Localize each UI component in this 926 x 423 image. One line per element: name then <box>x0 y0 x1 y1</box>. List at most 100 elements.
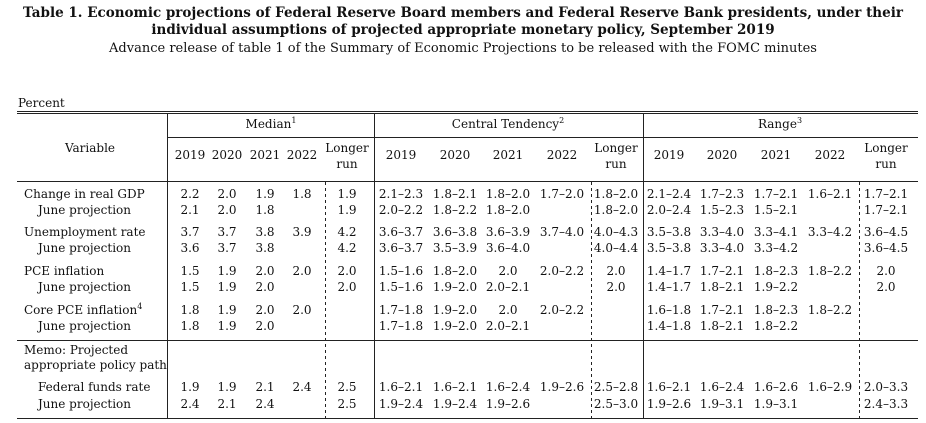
central-tendency-value: 2.5–3.0 <box>593 397 639 411</box>
median-value: 3.7 <box>217 225 237 239</box>
year-header: 2021 <box>760 148 792 162</box>
row-label: June projection <box>38 203 131 217</box>
row-label: Federal funds rate <box>38 380 150 394</box>
median-value: 1.9 <box>337 203 357 217</box>
range-value: 2.0–3.3 <box>863 380 909 394</box>
table-title-line-1: Table 1. Economic projections of Federal… <box>23 5 903 21</box>
median-value: 1.8 <box>180 303 200 317</box>
range-value: 3.3–4.2 <box>753 241 799 255</box>
column-group-label: Median <box>245 117 292 131</box>
central-tendency-value: 1.9–2.0 <box>432 319 478 333</box>
median-value: 2.4 <box>255 397 275 411</box>
footnote-marker: 1 <box>291 116 297 125</box>
range-value: 1.7–2.1 <box>699 264 745 278</box>
range-value: 1.5–2.3 <box>699 203 745 217</box>
central-tendency-value: 1.6–2.1 <box>432 380 478 394</box>
row-label-text: June projection <box>38 203 131 217</box>
median-value: 3.6 <box>180 241 200 255</box>
range-value: 2.0 <box>876 280 896 294</box>
range-value: 3.3–4.0 <box>699 241 745 255</box>
year-header: 2022 <box>546 148 578 162</box>
range-value: 3.6–4.5 <box>863 225 909 239</box>
central-tendency-value: 1.8–2.0 <box>485 203 531 217</box>
range-value: 1.8–2.3 <box>753 303 799 317</box>
median-value: 2.0 <box>217 203 237 217</box>
longer-run-header: run <box>336 157 358 171</box>
row-label-text: Change in real GDP <box>24 187 145 201</box>
range-value: 1.6–2.4 <box>699 380 745 394</box>
row-label-text: Federal funds rate <box>38 380 151 394</box>
median-value: 1.5 <box>180 280 200 294</box>
longer-run-header: Longer <box>594 141 638 155</box>
median-value: 1.9 <box>217 303 237 317</box>
row-label: PCE inflation <box>24 264 104 278</box>
range-value: 1.9–2.2 <box>753 280 799 294</box>
range-value: 1.9–2.6 <box>646 397 692 411</box>
median-value: 1.8 <box>180 319 200 333</box>
row-label-text: June projection <box>38 397 131 411</box>
median-value: 2.1 <box>180 203 200 217</box>
range-value: 1.8–2.2 <box>753 319 799 333</box>
year-header: 2022 <box>814 148 846 162</box>
range-value: 1.4–1.7 <box>646 264 692 278</box>
median-value: 2.0 <box>337 280 357 294</box>
central-tendency-value: 3.6–4.0 <box>485 241 531 255</box>
central-tendency-value: 1.6–2.4 <box>485 380 531 394</box>
median-value: 1.9 <box>255 187 275 201</box>
longer-run-header: run <box>875 157 897 171</box>
central-tendency-value: 3.6–3.7 <box>378 241 424 255</box>
range-value: 3.3–4.1 <box>753 225 799 239</box>
row-label: June projection <box>38 397 131 411</box>
median-value: 3.8 <box>255 241 275 255</box>
median-value: 3.8 <box>255 225 275 239</box>
median-value: 2.0 <box>292 303 312 317</box>
central-tendency-value: 3.7–4.0 <box>539 225 585 239</box>
row-label: June projection <box>38 319 131 333</box>
range-value: 2.0–2.4 <box>646 203 692 217</box>
median-value: 3.7 <box>180 225 200 239</box>
range-value: 2.0 <box>876 264 896 278</box>
median-value: 4.2 <box>337 225 357 239</box>
median-value: 1.9 <box>180 380 200 394</box>
range-value: 1.5–2.1 <box>753 203 799 217</box>
row-label-text: June projection <box>38 319 131 333</box>
central-tendency-value: 1.9–2.0 <box>432 303 478 317</box>
year-header: 2019 <box>174 148 206 162</box>
central-tendency-value: 3.6–3.8 <box>432 225 478 239</box>
central-tendency-value: 2.0–2.1 <box>485 319 531 333</box>
median-value: 4.2 <box>337 241 357 255</box>
unit-label: Percent <box>18 96 65 110</box>
median-value: 2.0 <box>255 280 275 294</box>
central-tendency-value: 2.0 <box>498 264 518 278</box>
range-value: 1.8–2.3 <box>753 264 799 278</box>
central-tendency-value: 1.8–2.2 <box>432 203 478 217</box>
range-value: 2.4–3.3 <box>863 397 909 411</box>
row-label-text: June projection <box>38 280 131 294</box>
row-label: Change in real GDP <box>24 187 145 201</box>
range-value: 3.5–3.8 <box>646 241 692 255</box>
row-label-text: Unemployment rate <box>24 225 146 239</box>
column-group-header: Central Tendency2 <box>428 117 588 132</box>
median-value: 2.4 <box>292 380 312 394</box>
range-value: 1.7–2.1 <box>863 187 909 201</box>
year-header: 2019 <box>653 148 685 162</box>
median-value: 2.2 <box>180 187 200 201</box>
row-label: Unemployment rate <box>24 225 146 239</box>
central-tendency-value: 1.7–2.0 <box>539 187 585 201</box>
range-value: 1.9–3.1 <box>699 397 745 411</box>
range-value: 1.7–2.1 <box>699 303 745 317</box>
median-value: 1.9 <box>217 280 237 294</box>
central-tendency-value: 1.7–1.8 <box>378 303 424 317</box>
median-value: 2.1 <box>255 380 275 394</box>
row-label: June projection <box>38 280 131 294</box>
row-label: Core PCE inflation4 <box>24 303 142 318</box>
longer-run-header: Longer <box>864 141 908 155</box>
median-value: 2.0 <box>255 303 275 317</box>
column-group-label: Central Tendency <box>451 117 560 131</box>
longer-run-header: Longer <box>325 141 369 155</box>
year-header: 2021 <box>249 148 281 162</box>
central-tendency-value: 1.6–2.1 <box>378 380 424 394</box>
central-tendency-value: 4.0–4.4 <box>593 241 639 255</box>
median-value: 2.0 <box>255 319 275 333</box>
central-tendency-value: 1.8–2.0 <box>432 264 478 278</box>
